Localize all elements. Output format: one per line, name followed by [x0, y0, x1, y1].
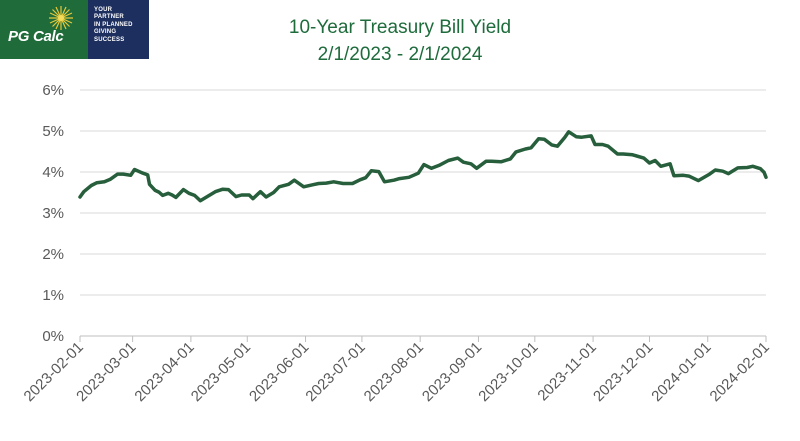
x-tick-label: 2023-08-01: [361, 339, 427, 405]
y-tick-label: 5%: [42, 123, 64, 140]
x-tick-label: 2023-10-01: [475, 339, 541, 405]
logo-brand-block: PG Calc: [0, 0, 88, 59]
x-tick-label: 2023-09-01: [419, 339, 485, 405]
x-tick-label: 2024-02-01: [707, 339, 773, 405]
chart-title: 10-Year Treasury Bill Yield: [288, 17, 512, 38]
x-tick-label: 2023-06-01: [246, 339, 312, 405]
y-tick-label: 0%: [42, 328, 64, 345]
chart-subtitle: 2/1/2023 - 2/1/2024: [317, 44, 483, 65]
tagline-line: GIVING: [94, 29, 117, 36]
y-tick-label: 3%: [42, 205, 64, 222]
tagline-line: YOUR: [94, 7, 113, 13]
tagline-line: IN PLANNED: [94, 21, 133, 28]
tagline-line: PARTNER: [94, 14, 124, 21]
sunburst-icon: [49, 6, 73, 30]
x-tick-label: 2023-04-01: [131, 339, 197, 405]
yield-series-line: [78, 130, 768, 203]
x-tick-label: 2023-12-01: [590, 339, 656, 405]
y-tick-label: 4%: [42, 164, 64, 181]
x-tick-label: 2024-01-01: [648, 339, 714, 405]
logo-tagline: YOUR PARTNER IN PLANNED GIVING SUCCESS: [94, 7, 133, 44]
logo-brand-name: PG Calc: [8, 28, 64, 45]
pg-calc-logo: PG Calc YOUR PARTNER IN PLANNED GIVING S…: [0, 0, 149, 59]
y-tick-label: 6%: [42, 82, 64, 99]
y-tick-label: 1%: [42, 287, 64, 304]
y-tick-label: 2%: [42, 246, 64, 263]
logo-tagline-block: YOUR PARTNER IN PLANNED GIVING SUCCESS: [88, 0, 149, 59]
x-tick-label: 2023-07-01: [302, 339, 368, 405]
x-tick-label: 2023-05-01: [188, 339, 254, 405]
tagline-line: SUCCESS: [94, 36, 125, 43]
